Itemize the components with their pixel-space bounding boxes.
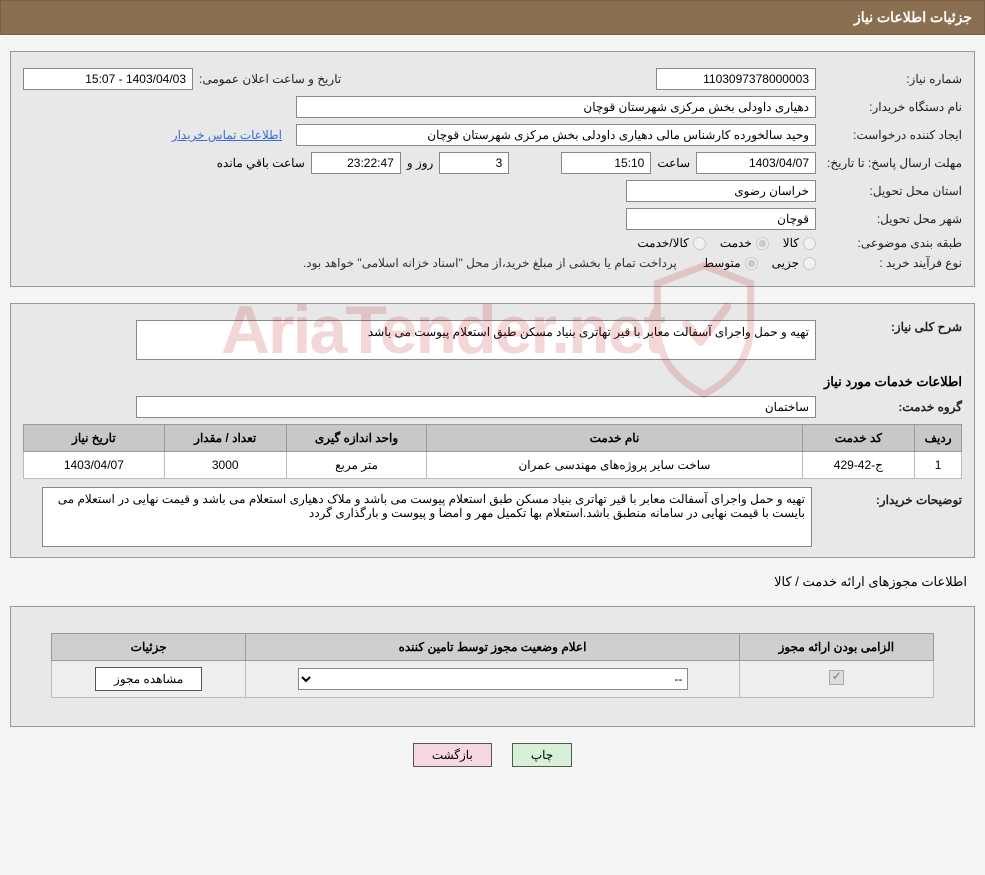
license-table: الزامی بودن ارائه مجوز اعلام وضعیت مجوز …	[51, 633, 934, 698]
services-header: اطلاعات خدمات مورد نیاز	[23, 374, 962, 390]
buyer-notes-label: توضیحات خریدار:	[822, 487, 962, 507]
deadline-time: 15:10	[561, 152, 651, 174]
page-header: جزئیات اطلاعات نیاز	[0, 0, 985, 35]
province-label: استان محل تحویل:	[822, 184, 962, 198]
th-name: نام خدمت	[427, 425, 802, 452]
requester-value: وحید سالخورده کارشناس مالی دهیاری داودلی…	[296, 124, 816, 146]
announce-value: 1403/04/03 - 15:07	[23, 68, 193, 90]
service-group-value: ساختمان	[136, 396, 816, 418]
lic-th-required: الزامی بودن ارائه مجوز	[739, 634, 933, 661]
buyer-org-value: دهیاری داودلی بخش مرکزی شهرستان قوچان	[296, 96, 816, 118]
license-title: اطلاعات مجوزهای ارائه خدمت / کالا	[0, 574, 967, 590]
required-checkbox	[829, 670, 844, 685]
lic-th-status: اعلام وضعیت مجوز توسط تامین کننده	[246, 634, 740, 661]
need-no-label: شماره نیاز:	[822, 72, 962, 86]
print-button[interactable]: چاپ	[512, 743, 572, 767]
th-code: کد خدمت	[802, 425, 915, 452]
city-value: قوچان	[626, 208, 816, 230]
need-no-value: 1103097378000003	[656, 68, 816, 90]
purchase-radio-group: جزیی متوسط	[703, 256, 816, 270]
purchase-note: پرداخت تمام یا بخشی از مبلغ خرید،از محل …	[303, 256, 677, 270]
license-row: -- مشاهده مجوز	[52, 661, 934, 698]
cell-index: 1	[915, 452, 962, 479]
remain-label: ساعت باقي مانده	[217, 156, 305, 170]
license-section: الزامی بودن ارائه مجوز اعلام وضعیت مجوز …	[10, 606, 975, 727]
cell-code: ج-42-429	[802, 452, 915, 479]
province-value: خراسان رضوی	[626, 180, 816, 202]
status-select[interactable]: --	[298, 668, 688, 690]
buyer-org-label: نام دستگاه خریدار:	[822, 100, 962, 114]
lic-details-cell: مشاهده مجوز	[52, 661, 246, 698]
radio-goods[interactable]: کالا	[783, 236, 816, 250]
need-section: شرح کلی نیاز: تهیه و حمل واجرای آسفالت م…	[10, 303, 975, 558]
service-group-label: گروه خدمت:	[822, 400, 962, 414]
footer-buttons: چاپ بازگشت	[0, 743, 985, 767]
deadline-date: 1403/04/07	[696, 152, 816, 174]
view-license-button[interactable]: مشاهده مجوز	[95, 667, 202, 691]
need-desc-text: تهیه و حمل واجرای آسفالت معابر با قیر ته…	[136, 320, 816, 360]
th-unit: واحد اندازه گیری	[286, 425, 427, 452]
need-desc-label: شرح کلی نیاز:	[822, 320, 962, 334]
contact-link[interactable]: اطلاعات تماس خریدار	[172, 128, 282, 142]
cell-qty: 3000	[164, 452, 286, 479]
announce-label: تاریخ و ساعت اعلان عمومی:	[199, 72, 341, 86]
info-section: شماره نیاز: 1103097378000003 تاریخ و ساع…	[10, 51, 975, 287]
deadline-label: مهلت ارسال پاسخ: تا تاریخ:	[822, 156, 962, 170]
page-title: جزئیات اطلاعات نیاز	[854, 9, 972, 25]
table-row: 1 ج-42-429 ساخت سایر پروژه‌های مهندسی عم…	[24, 452, 962, 479]
radio-goods-service[interactable]: کالا/خدمت	[637, 236, 705, 250]
th-qty: تعداد / مقدار	[164, 425, 286, 452]
cell-date: 1403/04/07	[24, 452, 165, 479]
th-index: ردیف	[915, 425, 962, 452]
lic-required-cell	[739, 661, 933, 698]
services-table: ردیف کد خدمت نام خدمت واحد اندازه گیری ت…	[23, 424, 962, 479]
cell-name: ساخت سایر پروژه‌های مهندسی عمران	[427, 452, 802, 479]
time-label: ساعت	[657, 156, 690, 170]
subject-cat-label: طبقه بندی موضوعی:	[822, 236, 962, 250]
days-remaining: 3	[439, 152, 509, 174]
purchase-type-label: نوع فرآیند خرید :	[822, 256, 962, 270]
radio-service[interactable]: خدمت	[720, 236, 769, 250]
lic-th-details: جزئیات	[52, 634, 246, 661]
th-date: تاریخ نیاز	[24, 425, 165, 452]
radio-partial[interactable]: جزیی	[772, 256, 816, 270]
table-header-row: ردیف کد خدمت نام خدمت واحد اندازه گیری ت…	[24, 425, 962, 452]
requester-label: ایجاد کننده درخواست:	[822, 128, 962, 142]
countdown: 23:22:47	[311, 152, 401, 174]
subject-radio-group: کالا خدمت کالا/خدمت	[637, 236, 816, 250]
cell-unit: متر مربع	[286, 452, 427, 479]
buyer-notes-text: تهیه و حمل واجرای آسفالت معابر با قیر ته…	[42, 487, 812, 547]
days-label: روز و	[407, 156, 434, 170]
city-label: شهر محل تحویل:	[822, 212, 962, 226]
back-button[interactable]: بازگشت	[413, 743, 492, 767]
lic-status-cell: --	[246, 661, 740, 698]
radio-medium[interactable]: متوسط	[703, 256, 758, 270]
